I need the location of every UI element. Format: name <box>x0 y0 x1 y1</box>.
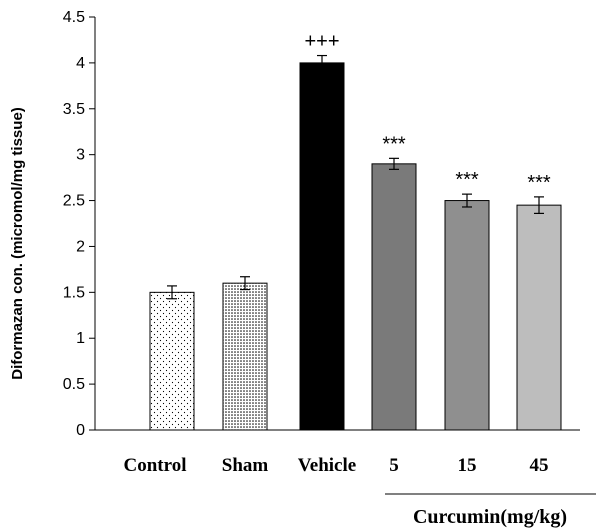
x-category-labels: Control Sham Vehicle 5 15 45 <box>124 455 549 476</box>
y-axis-label: Diformazan con. (micromol/mg tissue) <box>9 107 26 380</box>
y-axis: 0 0.5 1 1.5 2 2.5 3 3.5 4 4.5 <box>63 9 96 439</box>
bar-45 <box>516 204 562 431</box>
y-tick-label: 3.5 <box>63 101 85 118</box>
bars <box>149 62 562 431</box>
x-category-label: Sham <box>222 455 269 476</box>
x-category-label: 45 <box>530 455 549 476</box>
y-tick-label: 2 <box>76 238 85 255</box>
y-tick-label: 1 <box>76 330 85 347</box>
group-label: Curcumin(mg/kg) <box>413 506 567 528</box>
error-bar <box>167 285 177 300</box>
y-tick-label: 4 <box>76 55 85 72</box>
error-bar <box>462 193 472 208</box>
bar-control <box>149 291 195 431</box>
significance-label: *** <box>382 133 406 155</box>
error-bars <box>167 54 544 300</box>
y-ticks: 0 0.5 1 1.5 2 2.5 3 3.5 4 4.5 <box>63 9 95 439</box>
y-tick-label: 3 <box>76 147 85 164</box>
x-category-label: Control <box>124 455 187 476</box>
significance-label: *** <box>455 169 479 191</box>
y-tick-label: 0.5 <box>63 376 85 393</box>
y-tick-label: 1.5 <box>63 284 85 301</box>
bar-15 <box>444 200 490 431</box>
significance-label: *** <box>527 172 551 194</box>
significance-annotations: +++ *** *** *** <box>304 31 550 194</box>
bar-5 <box>371 163 417 431</box>
x-category-label: 15 <box>458 455 477 476</box>
error-bar <box>534 196 544 215</box>
bar-vehicle <box>299 62 345 431</box>
y-tick-label: 4.5 <box>63 9 85 26</box>
bar-sham <box>222 282 268 431</box>
error-bar <box>389 157 399 170</box>
significance-label: +++ <box>304 31 339 53</box>
error-bar <box>240 276 250 291</box>
y-tick-label: 0 <box>76 422 85 439</box>
y-tick-label: 2.5 <box>63 193 85 210</box>
x-category-label: Vehicle <box>298 455 356 476</box>
x-category-label: 5 <box>389 455 399 476</box>
error-bar <box>317 54 327 71</box>
